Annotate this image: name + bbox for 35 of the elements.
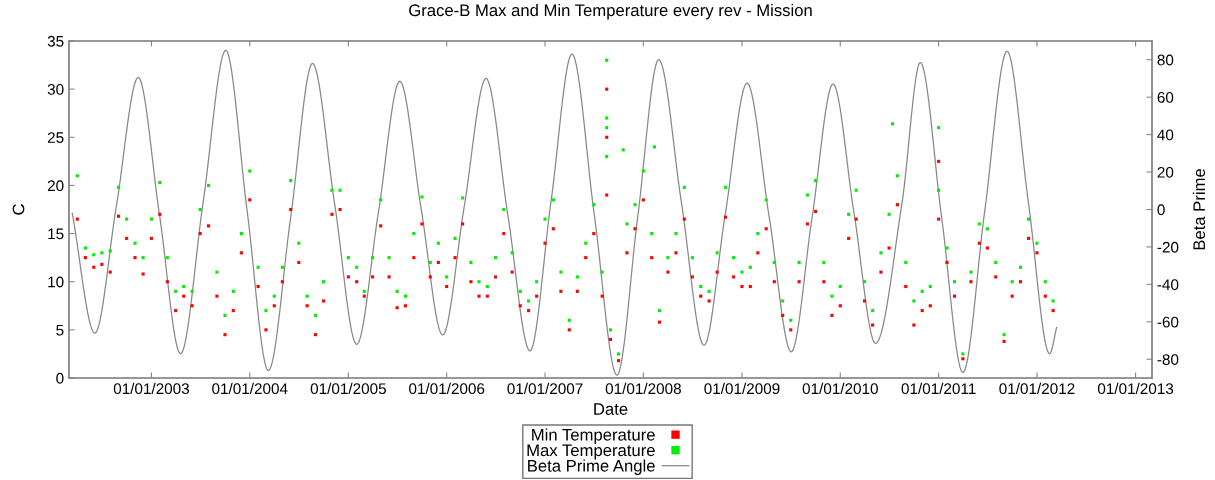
y-tick-label: 5 [56,324,64,336]
y-tick-label: 0 [56,372,64,384]
y-tick-label: 30 [47,84,64,95]
y-tick-label: 10 [48,276,64,288]
y2-tick-label: 20 [1157,166,1174,178]
y-tick-label: 15 [48,228,64,240]
x-tick-label: 01/01/2010 [802,382,878,395]
x-axis-title: Date [594,403,628,415]
x-tick-label: 01/01/2009 [704,382,780,395]
x-tick-label: 01/01/2012 [999,382,1075,395]
x-tick-label: 01/01/2013 [1097,382,1174,395]
legend-label: Beta Prime Angle [528,459,655,475]
y2-tick-label: -20 [1157,241,1179,253]
legend-label: Max Temperature [527,444,655,460]
x-tick-label: 01/01/2006 [409,382,485,395]
y2-tick-label: 80 [1157,54,1174,66]
y2-tick-label: -60 [1157,316,1179,328]
y2-tick-label: -40 [1157,279,1179,291]
y-axis-title: C [12,204,25,215]
x-tick-label: 01/01/2008 [605,382,681,395]
x-tick-label: 01/01/2007 [507,382,583,395]
y2-axis-title: Beta Prime [1192,169,1206,250]
x-tick-label: 01/01/2004 [212,382,288,395]
legend-label: Min Temperature [532,428,655,444]
y-tick-label: 25 [47,132,64,143]
y-tick-label: 35 [47,35,64,47]
chart-title: Grace-B Max and Min Temperature every rev - Mission [409,3,812,20]
y2-tick-label: 0 [1157,204,1165,216]
x-tick-label: 01/01/2005 [310,382,386,395]
x-tick-label: 01/01/2011 [901,382,976,395]
y2-tick-label: 40 [1157,129,1174,141]
y2-tick-label: 60 [1157,92,1174,103]
y-tick-label: 20 [47,180,64,192]
y2-tick-label: -80 [1157,354,1179,365]
x-tick-label: 01/01/2003 [113,382,189,395]
